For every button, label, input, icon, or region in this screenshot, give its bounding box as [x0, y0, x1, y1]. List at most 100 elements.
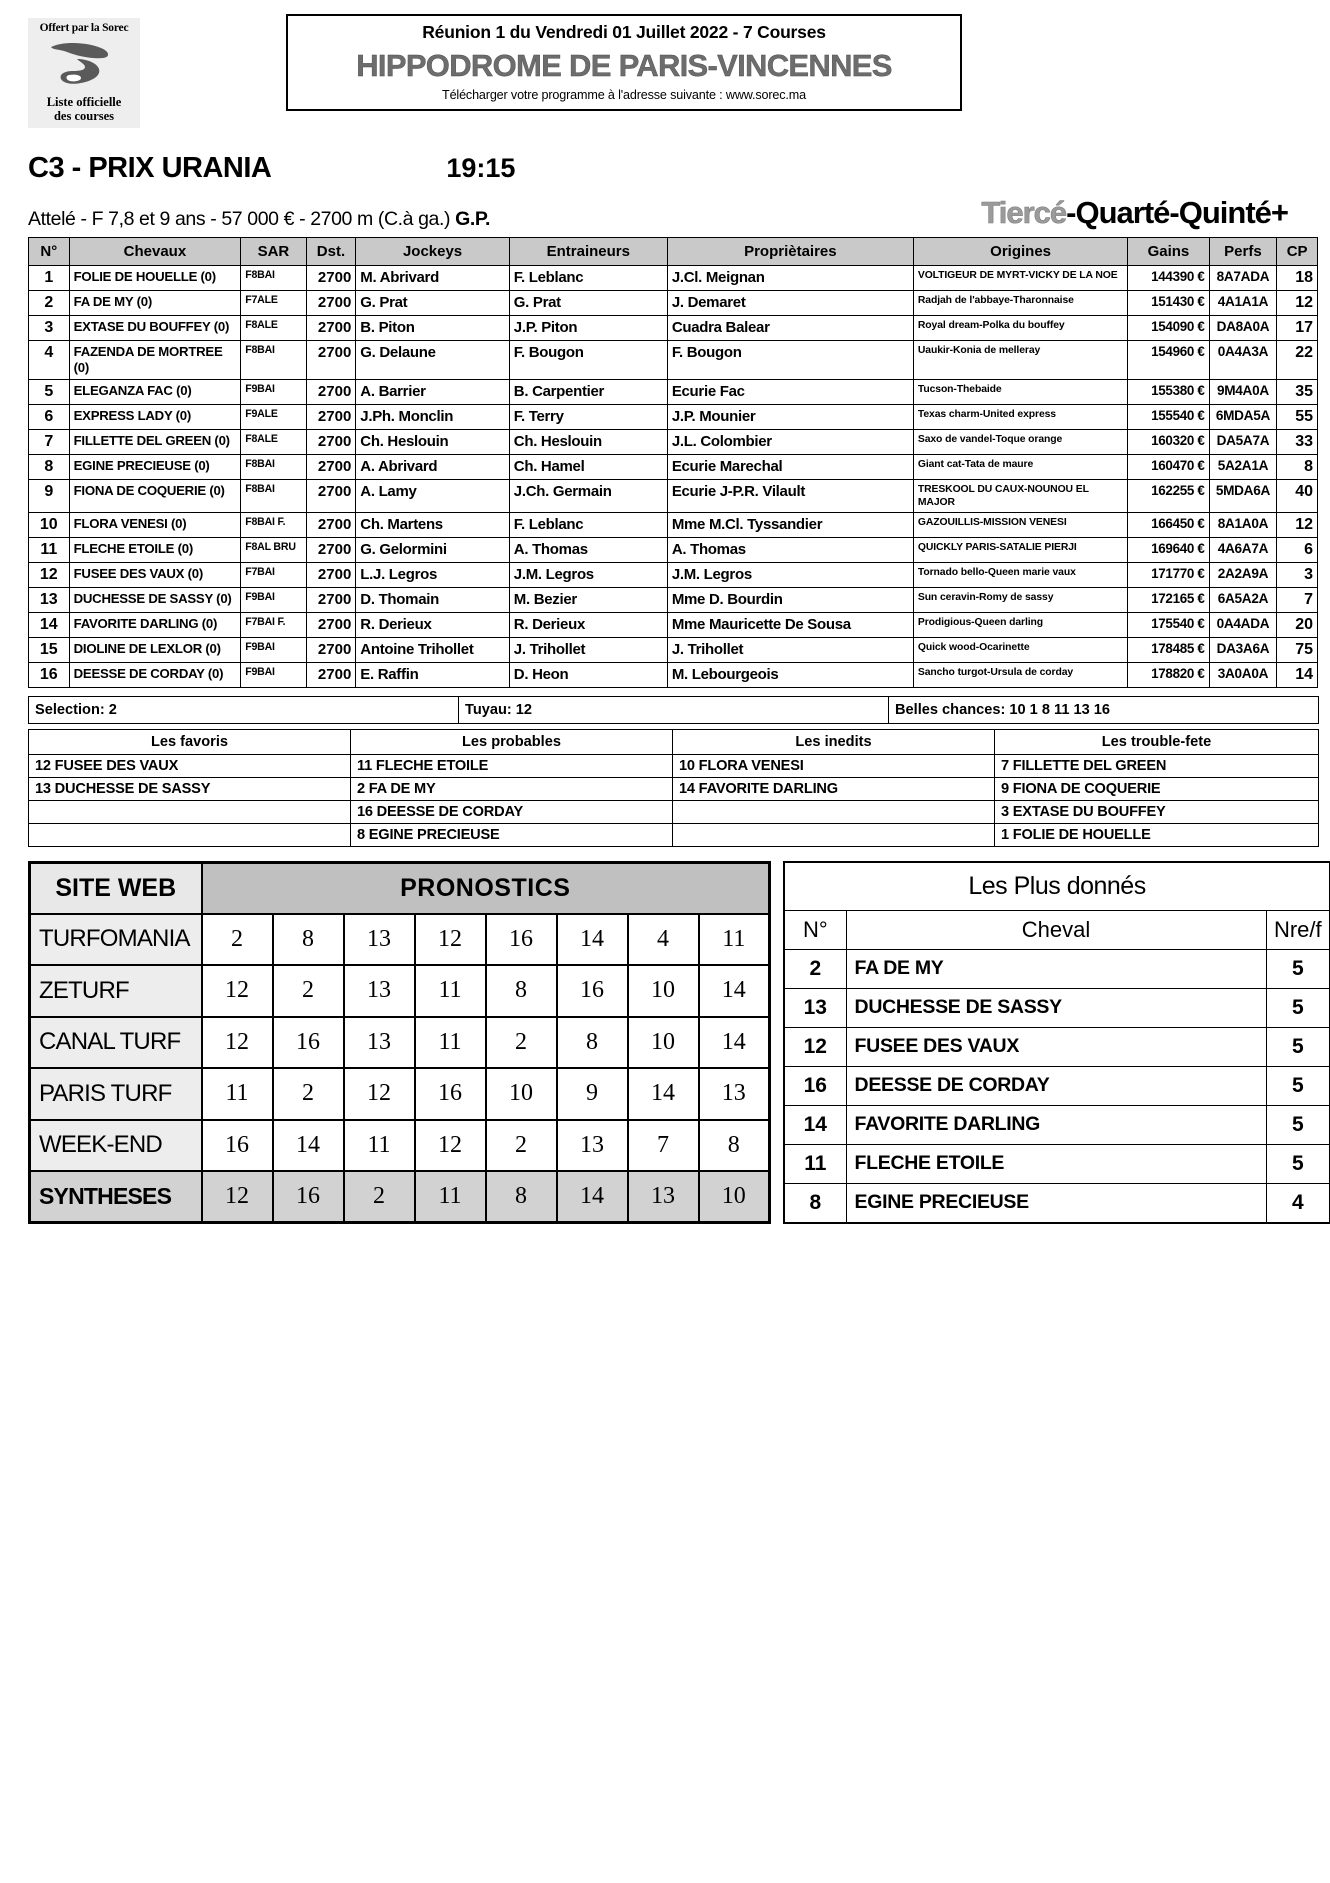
table-row: 3 EXTASE DU BOUFFEY (0) F8ALE 2700 B. Piton J…	[28, 315, 1318, 341]
plus-nref: 5	[1265, 1143, 1330, 1184]
runner-trainer: J.M. Legros	[508, 561, 668, 588]
runner-horse: DUCHESSE DE SASSY (0)	[68, 586, 242, 613]
runner-perfs: 0A4ADA	[1208, 611, 1278, 638]
pronostics-pick: 8	[555, 1015, 629, 1070]
favoris-cell	[28, 822, 351, 847]
favoris-cell	[672, 799, 995, 824]
favoris-cell: 3 EXTASE DU BOUFFEY	[994, 799, 1319, 824]
runner-horse: FLECHE ETOILE (0)	[68, 536, 242, 563]
race-time: 19:15	[446, 153, 516, 183]
runner-number: 7	[28, 428, 70, 455]
table-row: 16 DEESSE DE CORDAY (0) F9BAI 2700 E. Raffin…	[28, 661, 1318, 688]
race-conditions: Attelé - F 7,8 et 9 ans - 57 000 € - 270…	[28, 208, 491, 230]
runner-perfs: DA8A0A	[1208, 315, 1278, 341]
runner-jockey: E. Raffin	[355, 661, 510, 688]
runner-perfs: 3A0A0A	[1208, 661, 1278, 688]
plus-nref: 5	[1265, 987, 1330, 1028]
plus-donnes-row: 16 DEESSE DE CORDAY 5	[783, 1065, 1330, 1106]
runner-gains: 169640 €	[1127, 536, 1210, 563]
table-row: 6 EXPRESS LADY (0) F9ALE 2700 J.Ph. Monclin F…	[28, 403, 1318, 430]
runner-jockey: R. Derieux	[355, 611, 510, 638]
runner-sar: F7BAI F.	[240, 611, 307, 638]
pronostics-pick: 14	[697, 964, 771, 1018]
pronostics-header-row: SITE WEB PRONOSTICS	[28, 861, 771, 915]
runner-trainer: D. Heon	[508, 661, 668, 688]
runner-owner: J.L. Colombier	[666, 428, 914, 455]
col-no: N°	[28, 237, 70, 266]
runner-distance: 2700	[305, 661, 357, 688]
pronostics-pick: 16	[555, 964, 629, 1018]
runner-distance: 2700	[305, 290, 357, 316]
pronostics-pick: 11	[200, 1067, 274, 1121]
runner-owner: Ecurie Fac	[666, 378, 914, 405]
pronostics-pick: 2	[342, 1170, 416, 1224]
runner-sar: F9ALE	[240, 403, 307, 430]
page-header: Offert par la Sorec Liste officielle des…	[20, 14, 1310, 134]
runner-perfs: 4A1A1A	[1208, 290, 1278, 316]
plus-donnes-table: Les Plus donnés N° Cheval Nre/f 2 FA DE M…	[783, 860, 1330, 1224]
runner-horse: EXPRESS LADY (0)	[68, 403, 242, 430]
runner-gains: 160320 €	[1127, 428, 1210, 455]
runner-sar: F8BAI	[240, 340, 307, 380]
runner-cp: 33	[1276, 428, 1318, 455]
favoris-table: Les favoris Les probables Les inedits Le…	[28, 728, 1319, 847]
race-conditions-row: Attelé - F 7,8 et 9 ans - 57 000 € - 270…	[28, 195, 1302, 231]
runner-origin: Radjah de l'abbaye-Tharonnaise	[912, 290, 1129, 316]
runner-number: 9	[28, 478, 70, 513]
pronostics-pick: 2	[484, 1118, 558, 1173]
race-title-row: C3 - PRIX URANIA 19:15	[28, 152, 1310, 185]
pronostics-pick: 12	[413, 1118, 487, 1173]
runner-gains: 162255 €	[1127, 478, 1210, 513]
favoris-cell	[28, 799, 351, 824]
table-row: 2 FA DE MY (0) F7ALE 2700 G. Prat G. Prat J. D…	[28, 290, 1318, 316]
runner-horse: DEESSE DE CORDAY (0)	[68, 661, 242, 688]
runner-jockey: A. Barrier	[355, 378, 510, 405]
runner-distance: 2700	[305, 478, 357, 513]
runner-trainer: B. Carpentier	[508, 378, 668, 405]
race-name: C3 - PRIX URANIA	[28, 152, 272, 184]
plus-horse-name: FUSEE DES VAUX	[845, 1026, 1267, 1067]
runner-perfs: 8A7ADA	[1208, 265, 1278, 291]
pronostics-pick: 11	[697, 912, 771, 967]
favoris-cell: 10 FLORA VENESI	[672, 753, 995, 778]
pronostics-site-name: TURFOMANIA	[28, 912, 203, 967]
favoris-cell: 1 FOLIE DE HOUELLE	[994, 822, 1319, 847]
plus-number: 8	[783, 1182, 847, 1224]
plus-number: 14	[783, 1104, 847, 1145]
runner-origin: Tornado bello-Queen marie vaux	[912, 561, 1129, 588]
runner-horse: EXTASE DU BOUFFEY (0)	[68, 315, 242, 341]
plus-col-nref: Nre/f	[1265, 909, 1330, 950]
favoris-cell: 2 FA DE MY	[350, 776, 673, 801]
pronostics-pick: 13	[342, 1015, 416, 1070]
runner-cp: 14	[1276, 661, 1318, 688]
pronostics-pick: 9	[555, 1067, 629, 1121]
favoris-row: 16 DEESSE DE CORDAY 3 EXTASE DU BOUFFEY	[28, 799, 1319, 824]
runner-trainer: G. Prat	[508, 290, 668, 316]
pronostics-pick: 14	[626, 1067, 700, 1121]
plus-donnes-row: 14 FAVORITE DARLING 5	[783, 1104, 1330, 1145]
plus-donnes-row: 13 DUCHESSE DE SASSY 5	[783, 987, 1330, 1028]
pronostics-row: PARIS TURF 11 2 12 16 10 9 14 13	[28, 1067, 771, 1121]
favoris-col-trouble: Les trouble-fete	[994, 728, 1319, 755]
runner-sar: F8BAI	[240, 453, 307, 480]
runner-origin: Royal dream-Polka du bouffey	[912, 315, 1129, 341]
plus-horse-name: DUCHESSE DE SASSY	[845, 987, 1267, 1028]
runner-gains: 166450 €	[1127, 511, 1210, 538]
runners-header-row: N° Chevaux SAR Dst. Jockeys Entraineurs …	[28, 237, 1318, 266]
pronostics-row: ZETURF 12 2 13 11 8 16 10 14	[28, 964, 771, 1018]
runner-trainer: J.P. Piton	[508, 315, 668, 341]
runner-gains: 155380 €	[1127, 378, 1210, 405]
favoris-cell: 9 FIONA DE COQUERIE	[994, 776, 1319, 801]
col-cp: CP	[1276, 237, 1318, 266]
runner-number: 12	[28, 561, 70, 588]
runner-number: 13	[28, 586, 70, 613]
plus-horse-name: FLECHE ETOILE	[845, 1143, 1267, 1184]
pronostics-pick: 13	[342, 912, 416, 967]
runner-owner: M. Lebourgeois	[666, 661, 914, 688]
runner-owner: J.Cl. Meignan	[666, 265, 914, 291]
runner-jockey: Ch. Heslouin	[355, 428, 510, 455]
runner-jockey: Antoine Trihollet	[355, 636, 510, 663]
runner-jockey: A. Abrivard	[355, 453, 510, 480]
runner-origin: Sancho turgot-Ursula de corday	[912, 661, 1129, 688]
runner-gains: 178485 €	[1127, 636, 1210, 663]
